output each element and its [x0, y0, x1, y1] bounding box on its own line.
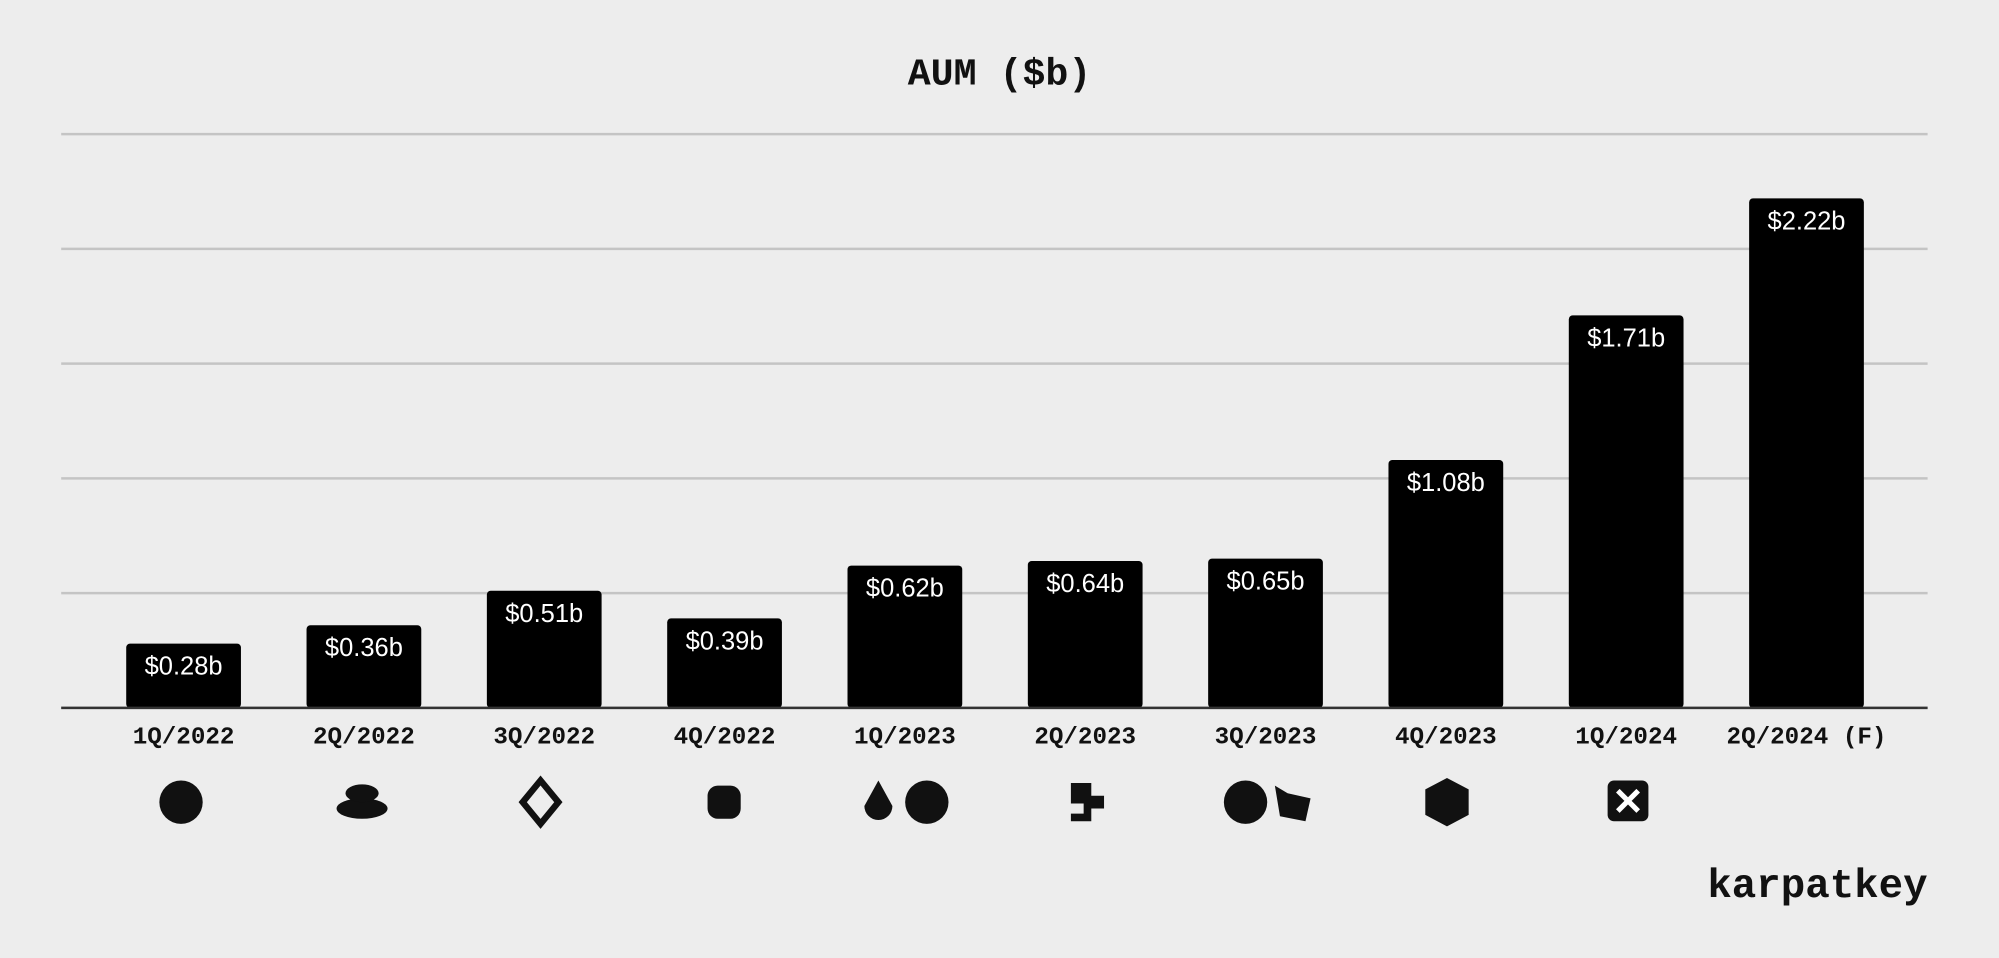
bar — [1568, 315, 1684, 708]
logo-row — [159, 775, 1649, 829]
logo — [1616, 788, 1641, 813]
value-label: $0.28b — [145, 653, 223, 681]
logo — [336, 798, 388, 819]
x-tick-label: 2Q/2024 (F) — [1727, 725, 1887, 752]
logo — [345, 784, 379, 803]
bar — [486, 590, 602, 708]
value-label: $0.51b — [505, 600, 583, 628]
bar — [1388, 460, 1504, 708]
bar — [1027, 560, 1143, 708]
x-tick-label: 4Q/2023 — [1395, 725, 1497, 752]
logo — [905, 780, 949, 824]
bar — [667, 618, 782, 708]
logo — [159, 780, 203, 824]
bar — [306, 625, 422, 708]
chart-title: AUM ($b) — [908, 53, 1092, 96]
x-tick-label: 2Q/2022 — [313, 725, 415, 752]
value-label: $1.08b — [1407, 469, 1485, 497]
logo — [1274, 785, 1311, 822]
value-label: $0.64b — [1046, 570, 1124, 598]
x-tick-label: 3Q/2022 — [493, 725, 595, 752]
logo — [864, 780, 893, 821]
bar — [126, 643, 241, 708]
bar — [1749, 198, 1864, 708]
value-label: $0.36b — [325, 634, 403, 662]
value-label: $0.39b — [686, 627, 764, 655]
logo — [1070, 783, 1105, 822]
value-label: $1.71b — [1587, 324, 1665, 352]
logo — [1223, 780, 1268, 824]
value-label: $2.22b — [1768, 207, 1846, 235]
logo — [707, 785, 741, 819]
logo — [518, 775, 563, 829]
brand: karpatkey — [1707, 864, 1927, 910]
x-tick-label: 1Q/2022 — [133, 725, 235, 752]
value-label: $0.65b — [1227, 568, 1305, 596]
x-tick-label: 1Q/2024 — [1575, 725, 1677, 752]
x-tick-label: 1Q/2023 — [854, 725, 956, 752]
logo — [1425, 777, 1469, 827]
bar — [847, 565, 963, 708]
x-tick-label: 4Q/2022 — [674, 725, 776, 752]
x-tick-label: 3Q/2023 — [1215, 725, 1317, 752]
bar — [1208, 558, 1323, 708]
x-tick-label: 2Q/2023 — [1034, 725, 1136, 752]
value-label: $0.62b — [866, 575, 944, 603]
